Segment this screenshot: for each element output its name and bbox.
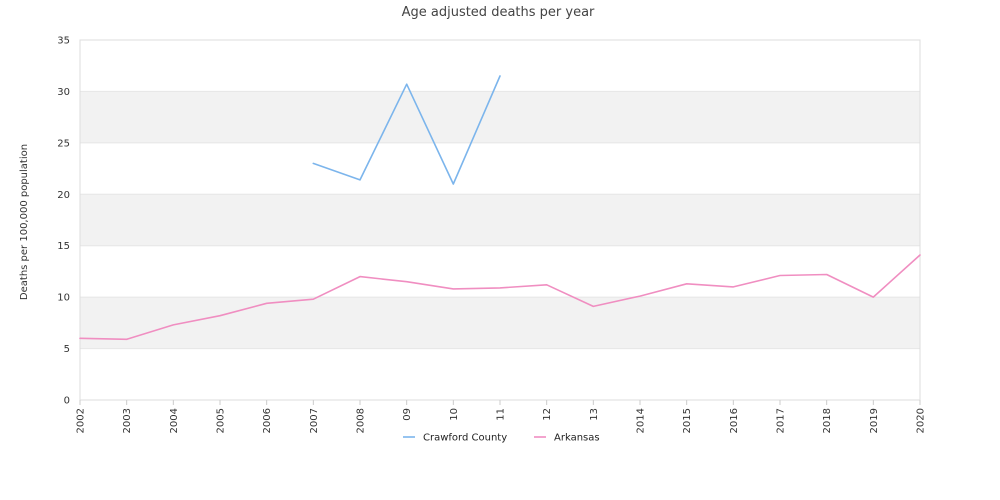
grid-band: [80, 91, 920, 143]
legend-item-crawford-county[interactable]: Crawford County: [403, 433, 507, 444]
x-tick-label: 2017: [776, 408, 787, 433]
legend-item-arkansas[interactable]: Arkansas: [534, 433, 600, 444]
grid-band: [80, 142, 920, 195]
x-tick-label: 2020: [916, 408, 927, 433]
y-axis-ticks: 0 5 10 15 20 25 30 35: [57, 36, 70, 407]
legend[interactable]: Crawford County Arkansas: [403, 433, 600, 444]
x-tick-label: 2018: [822, 408, 833, 433]
x-tick-label: 2019: [869, 408, 880, 433]
series-lines: [79, 75, 921, 341]
x-tick-label: 2004: [169, 408, 180, 433]
x-axis-ticks: 2002 2003 2004 2005 2006 2007 2008 09 10 11 12 13 20…: [76, 400, 927, 433]
series-line-arkansas[interactable]: [79, 254, 921, 341]
y-tick-label: 10: [57, 293, 70, 304]
x-tick-label: 13: [589, 408, 600, 421]
x-tick-label: 2005: [216, 408, 227, 433]
x-tick-label: 2007: [309, 408, 320, 433]
x-tick-label: 2016: [729, 408, 740, 433]
y-tick-label: 15: [57, 241, 70, 252]
grid-band: [80, 245, 920, 298]
grid-band: [80, 297, 920, 349]
y-tick-label: 35: [57, 36, 70, 47]
y-tick-label: 30: [57, 87, 70, 98]
x-tick-label: 2002: [76, 408, 87, 433]
x-tick-label: 2014: [636, 408, 647, 433]
grid-band: [80, 40, 920, 92]
x-tick-label: 09: [402, 408, 413, 421]
x-tick-label: 11: [496, 408, 507, 421]
x-tick-label: 12: [542, 408, 553, 421]
series-line-crawford-county[interactable]: [312, 75, 501, 185]
x-tick-label: 2008: [356, 408, 367, 433]
plot-background-bands: [80, 39, 920, 401]
y-tick-label: 5: [64, 344, 70, 355]
legend-label: Crawford County: [423, 433, 507, 444]
grid-band: [80, 194, 920, 246]
y-axis-label: Deaths per 100,000 population: [19, 144, 30, 300]
y-tick-label: 25: [57, 138, 70, 149]
y-tick-label: 20: [57, 190, 70, 201]
x-tick-label: 2003: [122, 408, 133, 433]
x-tick-label: 2006: [262, 408, 273, 433]
legend-label: Arkansas: [554, 433, 600, 444]
x-tick-label: 2015: [682, 408, 693, 433]
grid-band: [80, 348, 920, 400]
chart-title: Age adjusted deaths per year: [402, 5, 595, 20]
x-tick-label: 10: [449, 408, 460, 421]
y-tick-label: 0: [64, 396, 70, 407]
